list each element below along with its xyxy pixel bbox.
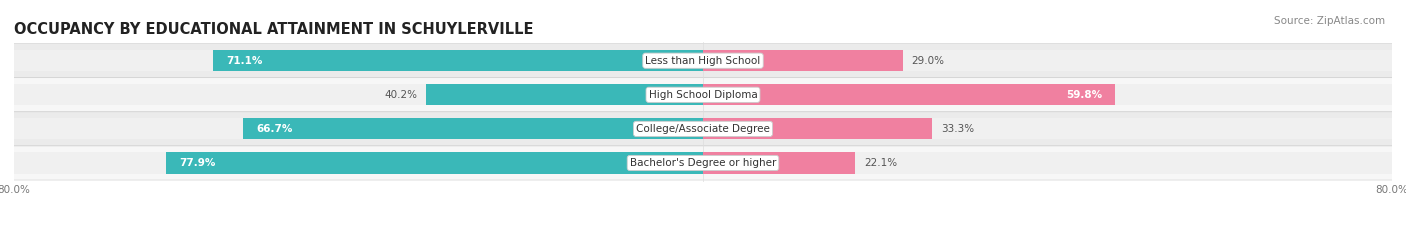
Text: High School Diploma: High School Diploma: [648, 90, 758, 100]
FancyBboxPatch shape: [10, 112, 1396, 146]
Legend: Owner-occupied, Renter-occupied: Owner-occupied, Renter-occupied: [595, 231, 811, 233]
Text: OCCUPANCY BY EDUCATIONAL ATTAINMENT IN SCHUYLERVILLE: OCCUPANCY BY EDUCATIONAL ATTAINMENT IN S…: [14, 22, 533, 37]
Text: Less than High School: Less than High School: [645, 56, 761, 66]
FancyBboxPatch shape: [10, 44, 1396, 78]
Bar: [426, 84, 703, 105]
Bar: [703, 152, 1392, 174]
Text: Bachelor's Degree or higher: Bachelor's Degree or higher: [630, 158, 776, 168]
Bar: [703, 84, 1392, 105]
Bar: [703, 118, 1392, 140]
Text: 59.8%: 59.8%: [1066, 90, 1102, 100]
Text: 40.2%: 40.2%: [384, 90, 418, 100]
Text: 71.1%: 71.1%: [226, 56, 263, 66]
Bar: [703, 84, 1115, 105]
Text: College/Associate Degree: College/Associate Degree: [636, 124, 770, 134]
Bar: [243, 118, 703, 140]
Bar: [703, 50, 903, 71]
Text: 66.7%: 66.7%: [256, 124, 292, 134]
Bar: [703, 152, 855, 174]
Text: 33.3%: 33.3%: [941, 124, 974, 134]
Text: Source: ZipAtlas.com: Source: ZipAtlas.com: [1274, 16, 1385, 26]
Bar: [14, 118, 703, 140]
Text: 77.9%: 77.9%: [179, 158, 215, 168]
Bar: [703, 50, 1392, 71]
Text: 22.1%: 22.1%: [863, 158, 897, 168]
Bar: [14, 84, 703, 105]
Bar: [14, 50, 703, 71]
FancyBboxPatch shape: [10, 146, 1396, 180]
Bar: [14, 152, 703, 174]
Bar: [166, 152, 703, 174]
FancyBboxPatch shape: [10, 78, 1396, 112]
Bar: [214, 50, 703, 71]
Bar: [703, 118, 932, 140]
Text: 29.0%: 29.0%: [911, 56, 945, 66]
